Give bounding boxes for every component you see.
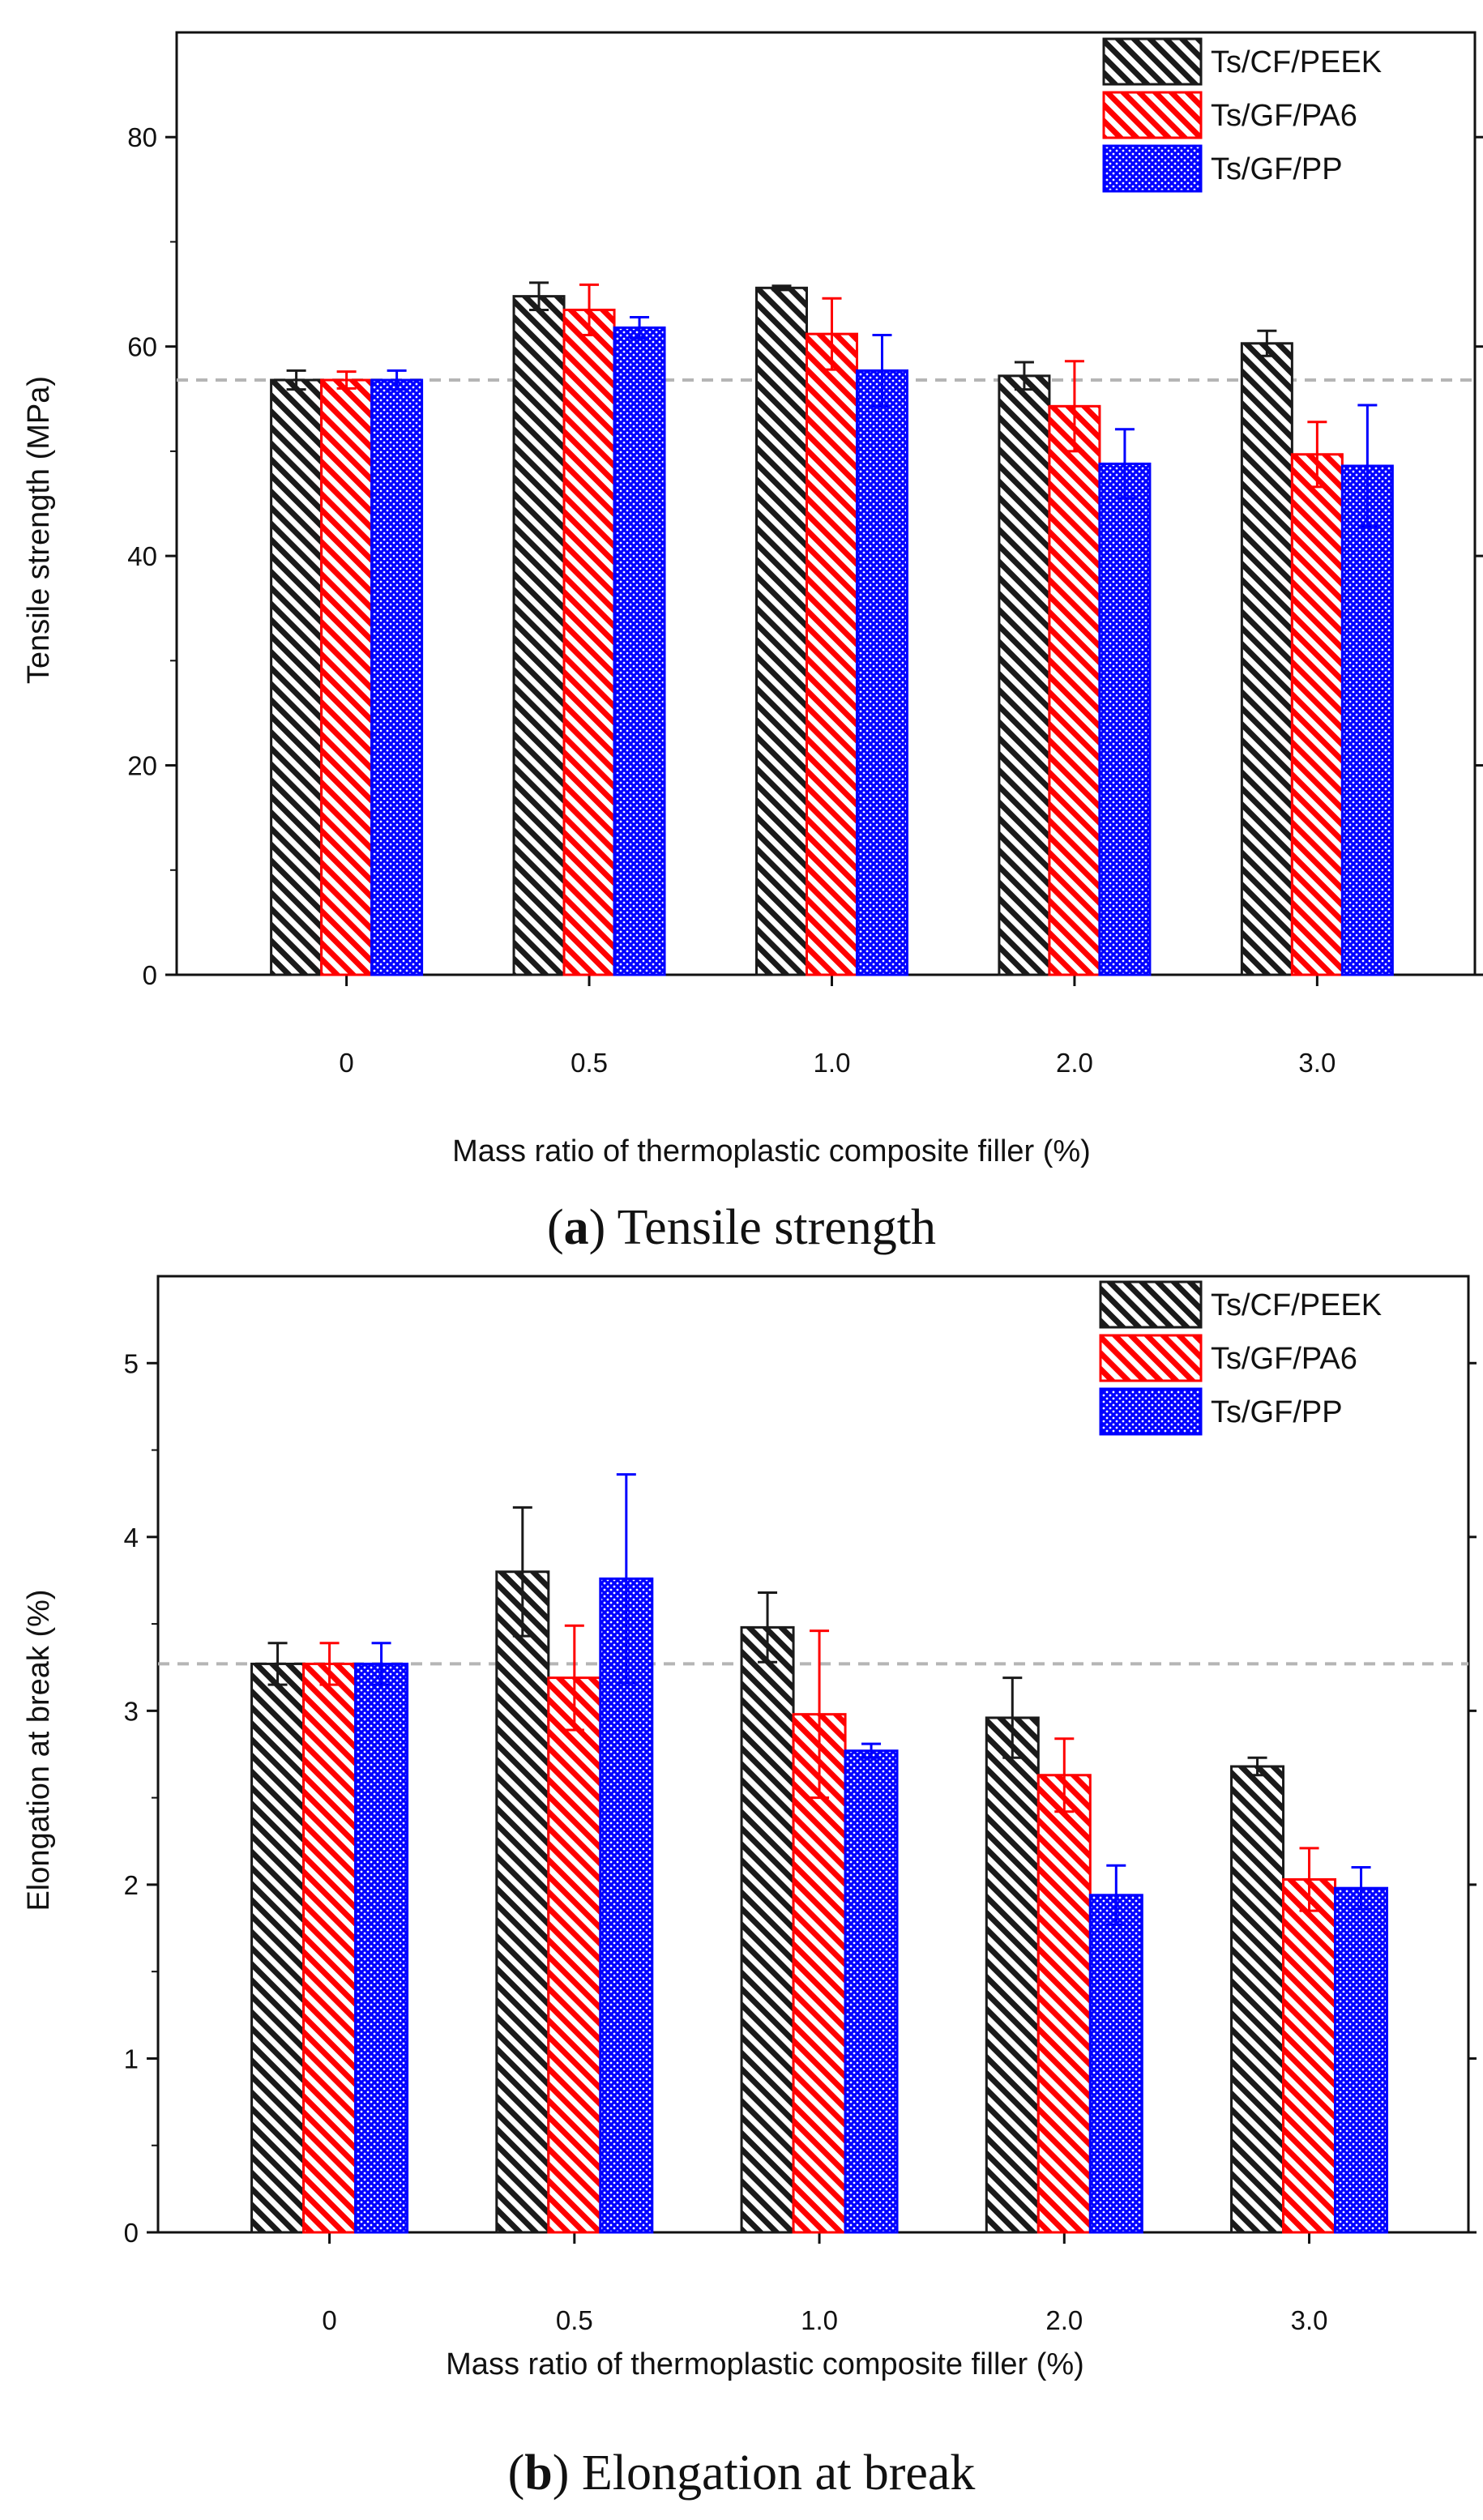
legend-swatch <box>1102 91 1203 139</box>
bar-ts-gf-pp-0 <box>354 1662 409 2234</box>
bar-ts-cf-peek-3.0 <box>1240 342 1293 976</box>
panel-a-caption: (a) Tensile strength <box>547 1200 936 1255</box>
panel-b-ylabel: Elongation at break (%) <box>22 1589 56 1911</box>
bar-ts-cf-peek-2.0 <box>985 1716 1040 2234</box>
bar-ts-gf-pa6-1.0 <box>792 1713 847 2234</box>
bar-ts-cf-peek-0.5 <box>512 295 566 976</box>
bar-ts-gf-pa6-0.5 <box>547 1676 602 2234</box>
bar-ts-gf-pa6-1.0 <box>805 332 858 976</box>
bar-ts-gf-pp-3.0 <box>1340 464 1394 976</box>
legend-swatch <box>1102 37 1203 86</box>
bar-ts-cf-peek-2.0 <box>998 374 1051 976</box>
legend-label: Ts/GF/PP <box>1211 1395 1343 1429</box>
bar-ts-cf-peek-3.0 <box>1230 1765 1285 2234</box>
bar-ts-gf-pp-1.0 <box>844 1749 899 2234</box>
bar-ts-gf-pa6-3.0 <box>1282 1877 1337 2234</box>
bar-ts-gf-pp-2.0 <box>1098 462 1152 976</box>
panel-b-xlabel: Mass ratio of thermoplastic composite fi… <box>446 2347 1084 2381</box>
bar-ts-gf-pp-2.0 <box>1088 1894 1143 2234</box>
y-tick-label: 60 <box>127 332 157 362</box>
bar-ts-gf-pp-1.0 <box>855 369 908 976</box>
panel-a-tensile-strength: Tensile strength (MPa) Mass ratio of the… <box>22 31 1483 1255</box>
x-tick-label: 0.5 <box>571 1048 608 1078</box>
bar-ts-gf-pa6-0 <box>320 378 374 976</box>
y-tick-label: 3 <box>124 1696 139 1726</box>
bar-ts-gf-pp-0.5 <box>599 1577 654 2234</box>
panel-a-caption-letter: a <box>564 1200 589 1255</box>
legend-swatch <box>1099 1334 1203 1382</box>
legend-swatch <box>1102 144 1203 193</box>
bar-ts-gf-pa6-3.0 <box>1290 453 1344 976</box>
bar-ts-gf-pp-0 <box>370 378 424 976</box>
legend-swatch <box>1099 1280 1203 1329</box>
bar-ts-cf-peek-0 <box>270 378 323 976</box>
panel-b-caption-letter: b <box>524 2445 552 2501</box>
y-tick-label: 0 <box>143 960 157 990</box>
y-tick-label: 2 <box>124 1870 139 1900</box>
x-tick-label: 3.0 <box>1291 2305 1328 2335</box>
x-tick-label: 0 <box>322 2305 336 2335</box>
bar-ts-gf-pa6-2.0 <box>1048 404 1101 976</box>
bar-ts-gf-pa6-2.0 <box>1036 1774 1092 2234</box>
panel-b-caption: (b) Elongation at break <box>508 2445 976 2501</box>
x-tick-label: 0.5 <box>556 2305 593 2335</box>
bar-ts-cf-peek-0 <box>250 1662 306 2234</box>
bar-ts-gf-pa6-0 <box>302 1662 357 2234</box>
y-tick-label: 1 <box>124 2044 139 2074</box>
panel-b-caption-text: Elongation at break <box>569 2445 975 2501</box>
y-tick-label: 40 <box>127 541 157 571</box>
panel-a-ylabel: Tensile strength (MPa) <box>22 376 56 684</box>
x-tick-label: 2.0 <box>1045 2305 1083 2335</box>
legend-swatch <box>1099 1387 1203 1436</box>
x-tick-label: 2.0 <box>1056 1048 1093 1078</box>
y-tick-label: 20 <box>127 751 157 781</box>
x-tick-label: 3.0 <box>1298 1048 1336 1078</box>
y-tick-label: 5 <box>124 1348 139 1378</box>
legend-label: Ts/CF/PEEK <box>1211 1288 1382 1322</box>
y-tick-label: 80 <box>127 122 157 152</box>
y-tick-label: 4 <box>124 1523 139 1553</box>
x-tick-label: 1.0 <box>801 2305 838 2335</box>
y-tick-label: 0 <box>124 2218 139 2248</box>
bar-ts-gf-pp-3.0 <box>1334 1886 1389 2234</box>
bar-ts-gf-pa6-0.5 <box>562 308 616 976</box>
panel-a-xlabel: Mass ratio of thermoplastic composite fi… <box>452 1134 1091 1168</box>
legend-label: Ts/GF/PP <box>1211 152 1343 186</box>
legend-label: Ts/GF/PA6 <box>1211 99 1357 133</box>
panel-a-caption-text: Tensile strength <box>605 1200 936 1255</box>
bar-ts-cf-peek-0.5 <box>495 1570 550 2234</box>
bar-ts-cf-peek-1.0 <box>740 1625 795 2234</box>
legend-label: Ts/GF/PA6 <box>1211 1342 1357 1376</box>
legend-label: Ts/CF/PEEK <box>1211 45 1382 79</box>
panel-b-elongation-at-break: Elongation at break (%) Mass ratio of th… <box>22 1275 1477 2501</box>
bar-ts-gf-pp-0.5 <box>613 326 666 976</box>
x-tick-label: 1.0 <box>814 1048 851 1078</box>
bar-ts-cf-peek-1.0 <box>754 286 808 976</box>
x-tick-label: 0 <box>339 1048 353 1078</box>
